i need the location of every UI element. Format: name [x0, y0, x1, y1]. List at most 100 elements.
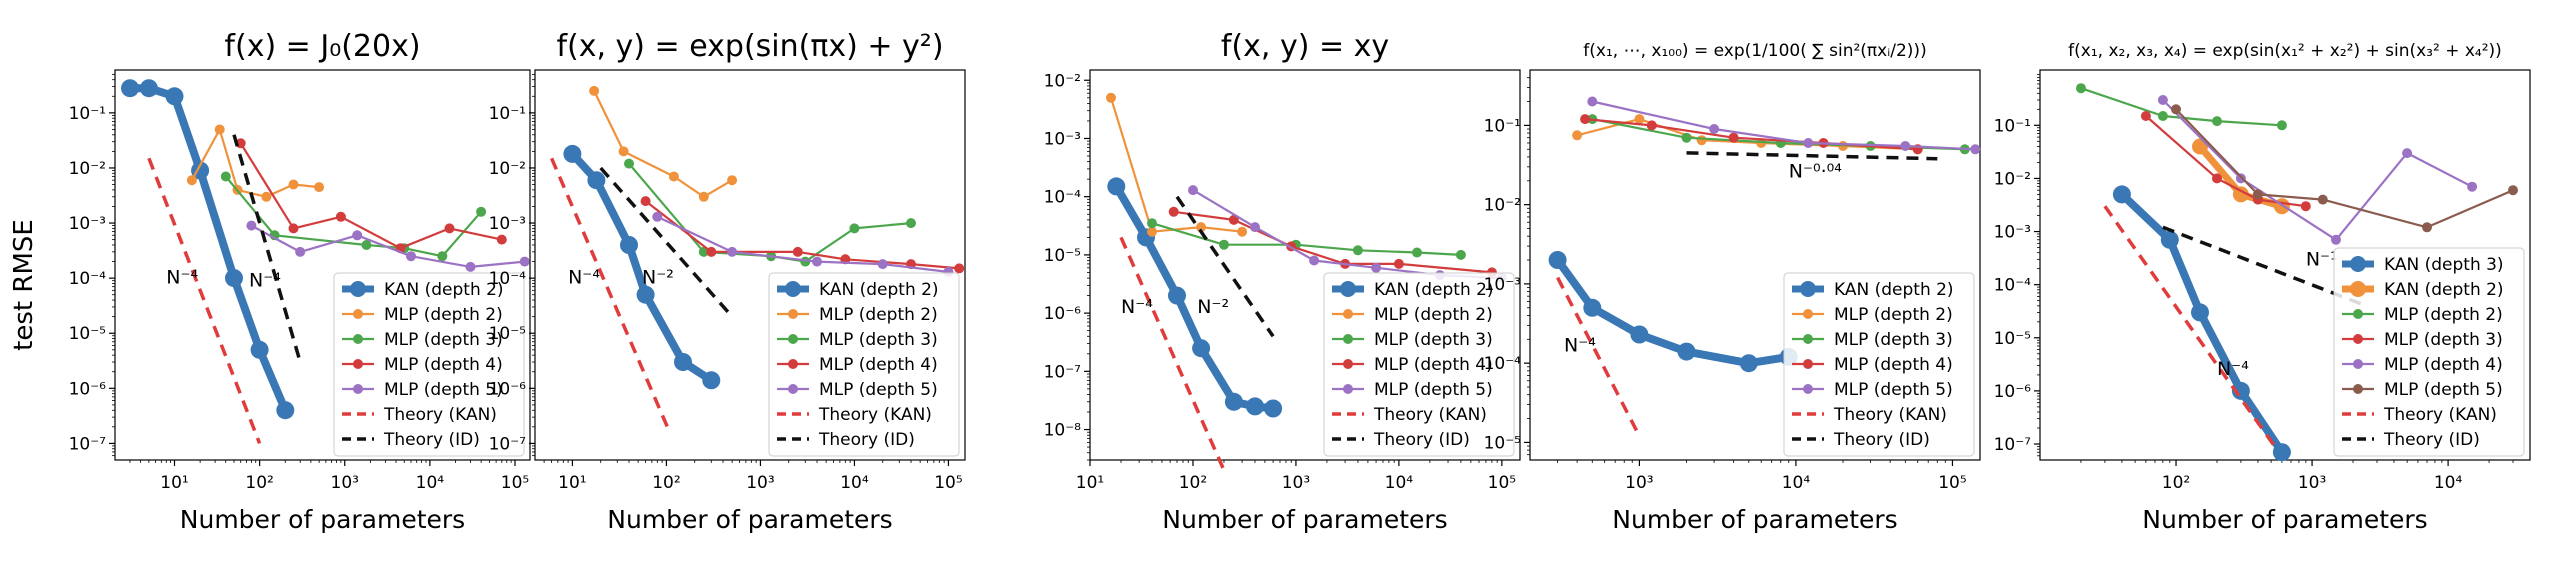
series-point	[954, 263, 965, 274]
series-point	[1803, 138, 1814, 148]
legend-marker	[1803, 309, 1813, 319]
x-tick-label: 10¹	[160, 473, 188, 493]
series-point	[261, 191, 272, 202]
legend-box	[1783, 272, 1975, 457]
legend-label: MLP (depth 5)	[384, 380, 503, 400]
series-line	[2162, 225, 2367, 308]
series-point	[295, 246, 306, 257]
y-tick-label: 10⁻⁵	[1044, 246, 1081, 266]
series-point	[2331, 234, 2341, 245]
series-point	[563, 144, 582, 163]
series-point	[1196, 222, 1207, 233]
series-point	[1630, 325, 1649, 344]
legend-marker	[788, 384, 798, 394]
series-point	[2112, 185, 2131, 204]
x-tick-label: 10⁴	[2434, 473, 2463, 493]
x-tick-label: 10²	[652, 473, 680, 493]
series-line	[1151, 222, 1461, 256]
series-point	[1168, 286, 1186, 305]
legend-label: Theory (KAN)	[818, 405, 932, 425]
series-point	[496, 234, 507, 245]
series-point	[246, 220, 257, 231]
series-point	[1147, 226, 1157, 237]
x-tick-label: 10⁵	[1938, 473, 1966, 493]
legend-label: Theory (KAN)	[383, 405, 497, 425]
series-point	[1224, 392, 1243, 411]
legend-label: KAN (depth 2)	[819, 280, 939, 300]
series-point	[186, 175, 197, 186]
legend-label: Theory (ID)	[2383, 430, 2480, 450]
series-line	[250, 224, 525, 268]
series-point	[1264, 399, 1283, 418]
legend-label: MLP (depth 5)	[2384, 380, 2503, 400]
series-line	[2103, 205, 2279, 451]
series-point	[1583, 298, 1602, 317]
legend-marker	[1343, 334, 1353, 344]
y-tick-label: 10⁻⁶	[1044, 304, 1082, 324]
series-point	[2140, 111, 2151, 121]
series-point	[877, 259, 888, 270]
series-point	[2272, 443, 2291, 462]
legend-marker	[353, 309, 363, 319]
chart-title: f(x) = J₀(20x)	[224, 29, 420, 64]
legend-marker	[2353, 359, 2363, 369]
chart-panel-1: f(x) = J₀(20x) Number of parameters 10¹ 10²…	[69, 29, 531, 534]
series-point	[476, 206, 487, 217]
theory-annotation: N⁻¹	[2306, 248, 2338, 270]
legend-label: MLP (depth 3)	[1834, 330, 1953, 350]
y-tick-label: 10⁻⁸	[1044, 421, 1082, 441]
y-tick-label: 10⁻³	[1994, 223, 2031, 243]
x-tick-label: 10⁵	[934, 473, 962, 493]
plot-frame	[1089, 69, 1521, 461]
series-line	[1175, 195, 1275, 338]
series-point	[2191, 303, 2209, 322]
legend-label: Theory (KAN)	[1833, 405, 1947, 425]
y-tick-label: 10⁻⁷	[69, 434, 107, 454]
series-point	[792, 246, 803, 257]
series-point	[1237, 226, 1248, 237]
series-point	[288, 223, 299, 234]
y-tick-label: 10⁻²	[489, 159, 526, 179]
series-point	[1309, 255, 1320, 266]
series-line	[190, 128, 320, 198]
y-tick-label: 10⁻⁴	[1044, 188, 1082, 208]
y-tick-label: 10⁻⁴	[489, 269, 527, 289]
legend-box	[333, 272, 525, 457]
x-tick-label: 10⁴	[416, 473, 445, 493]
legend-marker	[1343, 384, 1353, 394]
series-point	[727, 175, 738, 186]
legend-label: MLP (depth 4)	[384, 355, 503, 375]
legend-marker	[353, 334, 363, 344]
legend-label: Theory (ID)	[1373, 430, 1470, 450]
series-point	[1572, 130, 1583, 141]
legend-label: KAN (depth 2)	[1374, 280, 1494, 300]
series-point	[519, 256, 530, 267]
series-point	[1168, 206, 1179, 217]
legend-marker	[1343, 309, 1353, 319]
series-line	[593, 90, 733, 198]
series-point	[652, 211, 663, 222]
legend-label: MLP (depth 4)	[819, 355, 938, 375]
series-point	[1587, 96, 1598, 107]
y-tick-label: 10⁻⁴	[1484, 354, 1522, 374]
legend-marker	[353, 359, 363, 369]
series-point	[1455, 249, 1466, 260]
y-tick-label: 10⁻⁵	[69, 324, 106, 344]
series-line	[599, 166, 734, 318]
y-tick-label: 10⁻³	[69, 214, 106, 234]
legend-label: MLP (depth 5)	[819, 380, 938, 400]
y-tick-label: 10⁻³	[1044, 129, 1081, 149]
series-point	[2402, 148, 2413, 159]
x-tick-label: 10⁴	[1385, 473, 1414, 493]
series-point	[1219, 239, 1229, 250]
series-point	[640, 196, 651, 207]
x-axis-label: Number of parameters	[607, 505, 892, 534]
series-point	[589, 85, 600, 96]
legend-marker	[788, 359, 798, 369]
series-point	[2508, 185, 2518, 196]
series-line	[1173, 210, 1493, 274]
chart-title: f(x, y) = xy	[1221, 29, 1389, 64]
theory-annotation: N⁻⁴	[1121, 296, 1153, 318]
series-point	[2157, 111, 2168, 121]
